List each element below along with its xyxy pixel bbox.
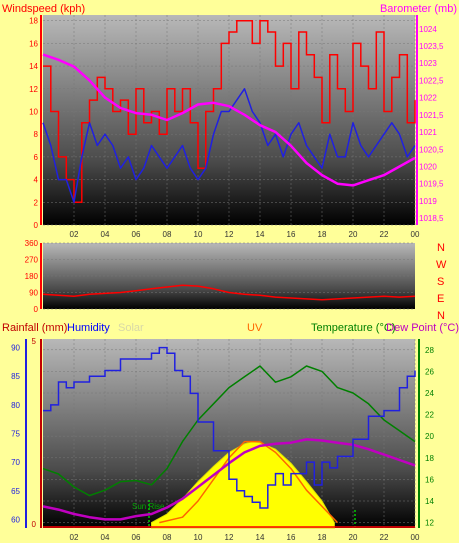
wind-ytick-label: 10 <box>29 107 38 116</box>
wind-xtick-label: 10 <box>194 230 203 239</box>
temp-xtick-label: 18 <box>318 533 327 542</box>
dir-ytick-label: 0 <box>34 305 39 314</box>
wind-ytick-label: 6 <box>34 153 39 162</box>
gust-series-line <box>43 19 416 204</box>
barometer-title: Barometer (mb) <box>380 3 457 15</box>
dir-ytick-label: 270 <box>25 256 39 265</box>
humidity-title: Humidity <box>67 322 110 334</box>
humidity-ytick-label: 90 <box>11 344 20 353</box>
baro-ytick-label: 1024 <box>419 25 437 34</box>
temp-xtick-label: 04 <box>101 533 110 542</box>
sunrise-label: Sun Rise <box>132 502 165 511</box>
wind-xtick-label: 08 <box>163 230 172 239</box>
baro-ytick-label: 1022,5 <box>419 76 444 85</box>
baro-ytick-label: 1021,5 <box>419 111 444 120</box>
baro-ytick-label: 1018,5 <box>419 214 444 223</box>
wind-xtick-label: 22 <box>380 230 389 239</box>
uv-series-line <box>159 440 339 524</box>
humidity-ytick-label: 60 <box>11 515 20 524</box>
wind-xtick-label: 06 <box>132 230 141 239</box>
rain-ytick-label: 0 <box>32 520 37 529</box>
temp-xtick-label: 08 <box>163 533 172 542</box>
uv-title: UV <box>247 322 263 334</box>
temp-ytick-label: 28 <box>425 346 434 355</box>
baro-ytick-label: 1022 <box>419 94 437 103</box>
windspeed-title: Windspeed (kph) <box>2 3 85 15</box>
baro-ytick-label: 1019,5 <box>419 180 444 189</box>
humidity-ytick-label: 65 <box>11 487 20 496</box>
wind-xtick-label: 00 <box>411 230 420 239</box>
baro-ytick-label: 1019 <box>419 197 437 206</box>
wind-xtick-label: 04 <box>101 230 110 239</box>
wind-xtick-label: 12 <box>225 230 234 239</box>
wind-xtick-label: 14 <box>256 230 265 239</box>
wind-ytick-label: 16 <box>29 39 38 48</box>
wind-xtick-label: 16 <box>287 230 296 239</box>
wind-xtick-label: 02 <box>70 230 79 239</box>
wind-ytick-label: 0 <box>34 221 39 230</box>
dir-ytick-label: 360 <box>25 239 39 248</box>
wind-ytick-label: 14 <box>29 62 38 71</box>
temp-xtick-label: 16 <box>287 533 296 542</box>
humidity-series-line <box>43 346 416 509</box>
dewpoint-title: Dew Point (°C) <box>386 322 459 334</box>
wind-ytick-label: 2 <box>34 198 39 207</box>
barometer-series-line <box>42 53 416 187</box>
dir-label-w: W <box>436 259 447 271</box>
temp-xtick-label: 12 <box>225 533 234 542</box>
dir-label-n-bottom: N <box>437 310 445 322</box>
temp-ytick-label: 12 <box>425 519 434 528</box>
wind-xtick-label: 18 <box>318 230 327 239</box>
baro-ytick-label: 1021 <box>419 128 437 137</box>
wind-ytick-label: 18 <box>29 17 38 26</box>
solar-title: Solar <box>118 322 144 334</box>
temp-ytick-label: 14 <box>425 497 434 506</box>
dir-label-s: S <box>437 276 444 288</box>
temp-ytick-label: 20 <box>425 432 434 441</box>
temp-xtick-label: 22 <box>380 533 389 542</box>
humidity-ytick-label: 75 <box>11 430 20 439</box>
temperature-title: Temperature (°C) <box>311 322 395 334</box>
temp-xtick-label: 06 <box>132 533 141 542</box>
rainfall-title: Rainfall (mm) <box>2 322 67 334</box>
dewpoint-series-line <box>42 365 416 497</box>
temp-ytick-label: 22 <box>425 411 434 420</box>
temp-xtick-label: 20 <box>349 533 358 542</box>
baro-ytick-label: 1023,5 <box>419 42 444 51</box>
wind-ytick-label: 8 <box>34 130 39 139</box>
dir-label-n-top: N <box>437 242 445 254</box>
wind-ytick-label: 12 <box>29 85 38 94</box>
humidity-ytick-label: 80 <box>11 401 20 410</box>
baro-ytick-label: 1023 <box>419 59 437 68</box>
direction-series-line <box>42 284 416 301</box>
baro-ytick-label: 1020 <box>419 162 437 171</box>
wind-ytick-label: 4 <box>34 176 39 185</box>
dir-ytick-label: 90 <box>29 289 38 298</box>
temp-xtick-label: 10 <box>194 533 203 542</box>
rain-ytick-label: 5 <box>32 337 37 346</box>
temp-xtick-label: 00 <box>411 533 420 542</box>
temp-ytick-label: 24 <box>425 389 434 398</box>
dir-label-e: E <box>437 293 444 305</box>
temp-xtick-label: 02 <box>70 533 79 542</box>
temp-ytick-label: 18 <box>425 454 434 463</box>
baro-ytick-label: 1020,5 <box>419 145 444 154</box>
avg-wind-series-line <box>42 88 416 204</box>
temp-ytick-label: 16 <box>425 475 434 484</box>
temp-ytick-label: 26 <box>425 367 434 376</box>
temp-xtick-label: 14 <box>256 533 265 542</box>
humidity-ytick-label: 70 <box>11 458 20 467</box>
dir-ytick-label: 180 <box>25 272 39 281</box>
humidity-ytick-label: 85 <box>11 372 20 381</box>
wind-xtick-label: 20 <box>349 230 358 239</box>
